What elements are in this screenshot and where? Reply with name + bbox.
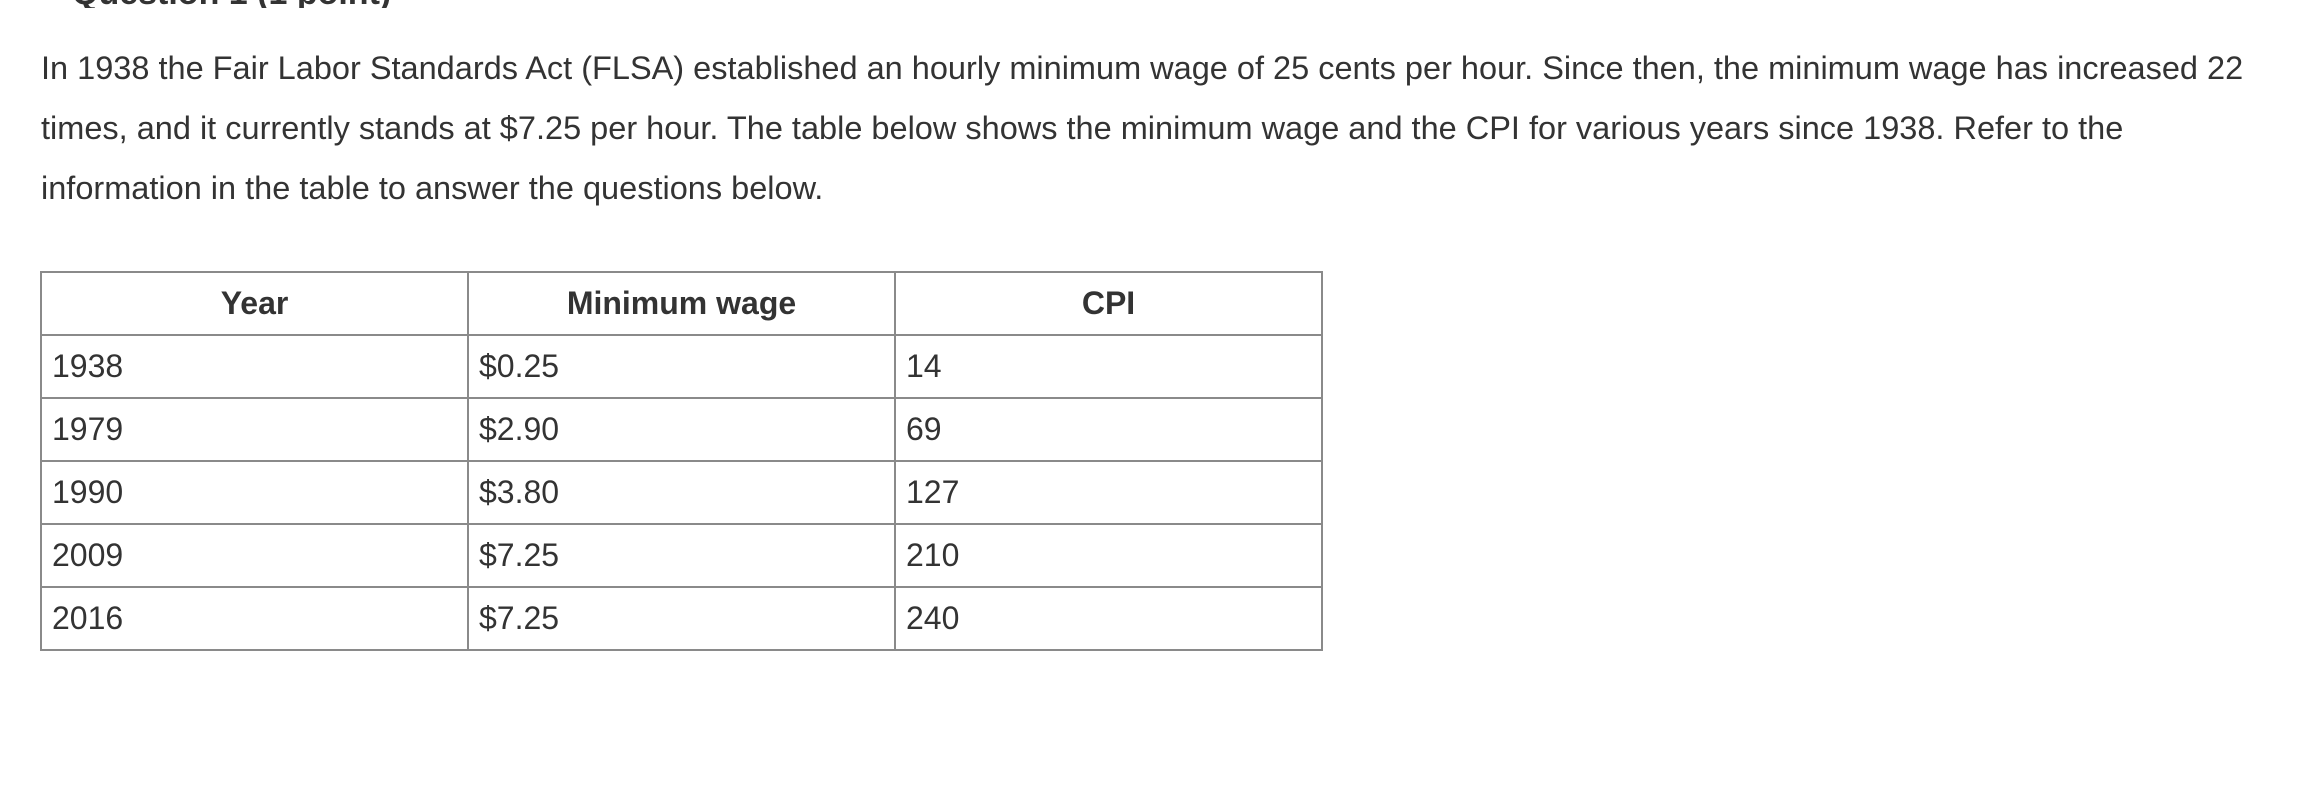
minimum-wage-table: Year Minimum wage CPI 1938 $0.25 14 1979… — [40, 271, 1323, 651]
table-row: 1938 $0.25 14 — [40, 334, 1323, 399]
cell-year: 1990 — [40, 460, 469, 525]
question-intro-text: In 1938 the Fair Labor Standards Act (FL… — [41, 50, 2244, 206]
column-header-minimum-wage: Minimum wage — [467, 271, 896, 336]
cell-cpi: 210 — [894, 523, 1323, 588]
cell-year: 1979 — [40, 397, 469, 462]
cell-minimum-wage: $7.25 — [467, 523, 896, 588]
cell-year: 1938 — [40, 334, 469, 399]
cell-minimum-wage: $3.80 — [467, 460, 896, 525]
cell-cpi: 240 — [894, 586, 1323, 651]
cell-cpi: 69 — [894, 397, 1323, 462]
cell-year: 2016 — [40, 586, 469, 651]
table-header-row: Year Minimum wage CPI — [40, 271, 1323, 336]
cell-minimum-wage: $0.25 — [467, 334, 896, 399]
cell-cpi: 127 — [894, 460, 1323, 525]
table-row: 1979 $2.90 69 — [40, 397, 1323, 462]
cell-minimum-wage: $7.25 — [467, 586, 896, 651]
column-header-cpi: CPI — [894, 271, 1323, 336]
cell-minimum-wage: $2.90 — [467, 397, 896, 462]
question-heading: Question 1 (1 point) — [72, 0, 391, 8]
table-row: 2016 $7.25 240 — [40, 586, 1323, 651]
cell-cpi: 14 — [894, 334, 1323, 399]
cell-year: 2009 — [40, 523, 469, 588]
table-row: 1990 $3.80 127 — [40, 460, 1323, 525]
table-row: 2009 $7.25 210 — [40, 523, 1323, 588]
column-header-year: Year — [40, 271, 469, 336]
